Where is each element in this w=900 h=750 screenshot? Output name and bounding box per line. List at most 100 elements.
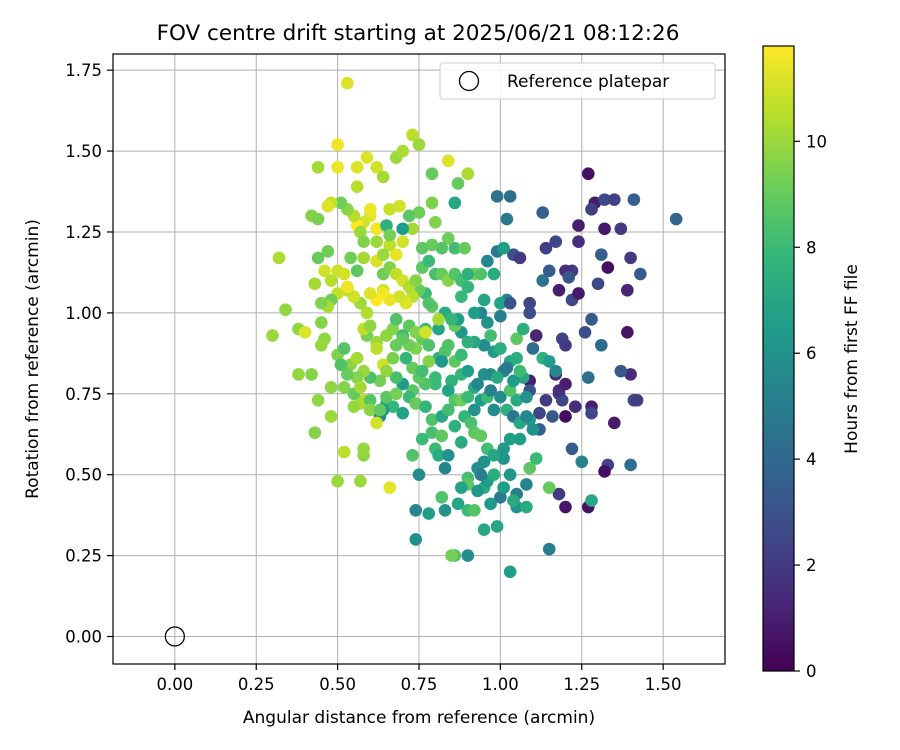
data-point (630, 393, 644, 407)
data-point (562, 270, 576, 284)
data-point (536, 206, 550, 219)
data-point (409, 326, 423, 339)
data-point (542, 355, 556, 368)
data-point (598, 193, 611, 206)
data-point (441, 338, 455, 352)
data-point (624, 458, 637, 472)
data-point (461, 280, 475, 294)
data-point (292, 368, 305, 381)
legend: Reference platepar (439, 62, 716, 100)
data-point (337, 445, 351, 459)
data-point (529, 329, 543, 342)
data-point (461, 390, 475, 404)
data-point (510, 351, 523, 365)
data-point (337, 267, 351, 281)
x-tick-label: 1.25 (563, 675, 600, 694)
data-point (526, 423, 540, 436)
data-point (360, 306, 374, 320)
data-point (389, 313, 403, 326)
data-point (526, 342, 540, 355)
data-point (490, 371, 504, 384)
data-point (344, 251, 357, 265)
data-point (497, 481, 510, 494)
data-point (350, 264, 364, 278)
data-point (608, 193, 621, 206)
data-point (311, 212, 325, 226)
data-point (441, 448, 455, 462)
data-point (370, 235, 383, 248)
data-point (435, 491, 449, 504)
data-point (500, 361, 514, 375)
data-point (315, 338, 328, 352)
data-point (308, 277, 322, 291)
data-point (331, 160, 344, 174)
data-point (510, 332, 523, 346)
data-point (507, 494, 520, 507)
data-point (425, 167, 439, 181)
data-point (363, 287, 377, 300)
data-point (458, 241, 471, 255)
colorbar-tick-label: 0 (806, 662, 817, 681)
data-point (389, 248, 403, 261)
data-point (363, 393, 377, 407)
data-point (529, 452, 543, 465)
data-point (337, 381, 351, 394)
data-point (360, 151, 374, 164)
data-point (321, 245, 335, 258)
legend-box (439, 62, 716, 100)
data-point (591, 277, 605, 291)
data-point (624, 251, 637, 265)
data-point (601, 261, 615, 274)
data-point (445, 549, 458, 562)
data-point (448, 196, 462, 210)
y-tick-label: 0.00 (65, 627, 102, 646)
data-point (428, 215, 442, 229)
y-tick-label: 1.50 (65, 142, 102, 161)
data-point (435, 429, 449, 443)
data-point (380, 364, 393, 378)
reference-platepar-point (164, 626, 186, 647)
data-point (350, 351, 364, 365)
data-point (422, 507, 436, 520)
data-point (341, 76, 354, 90)
data-point (412, 206, 426, 219)
data-point (542, 264, 556, 278)
data-point (552, 487, 566, 501)
data-point (621, 326, 634, 339)
data-point (412, 468, 426, 481)
data-point (494, 309, 507, 323)
data-point (581, 371, 595, 384)
data-point (441, 384, 455, 397)
data-point (468, 503, 481, 517)
data-point (598, 222, 611, 236)
x-axis-label: Angular distance from reference (arcmin) (243, 708, 595, 728)
data-point (497, 452, 510, 465)
data-points (266, 76, 683, 579)
data-point (559, 410, 572, 423)
data-point (575, 455, 589, 469)
data-point (520, 410, 533, 423)
data-point (406, 361, 419, 375)
data-point (455, 481, 468, 494)
data-point (376, 170, 390, 184)
data-point (383, 228, 397, 242)
data-point (581, 167, 595, 181)
data-point (451, 497, 465, 511)
data-point (455, 348, 468, 362)
data-point (321, 199, 335, 213)
data-point (311, 393, 325, 407)
data-point (669, 212, 683, 226)
data-point (435, 241, 449, 255)
x-tick-label: 0.75 (401, 675, 438, 694)
data-point (497, 442, 510, 456)
data-point (341, 280, 354, 294)
data-point (331, 474, 344, 488)
data-point (432, 448, 445, 462)
data-point (608, 416, 621, 430)
data-point (487, 267, 501, 281)
data-point (455, 436, 468, 449)
data-point (311, 251, 325, 265)
data-point (481, 316, 494, 329)
data-point (445, 313, 458, 326)
